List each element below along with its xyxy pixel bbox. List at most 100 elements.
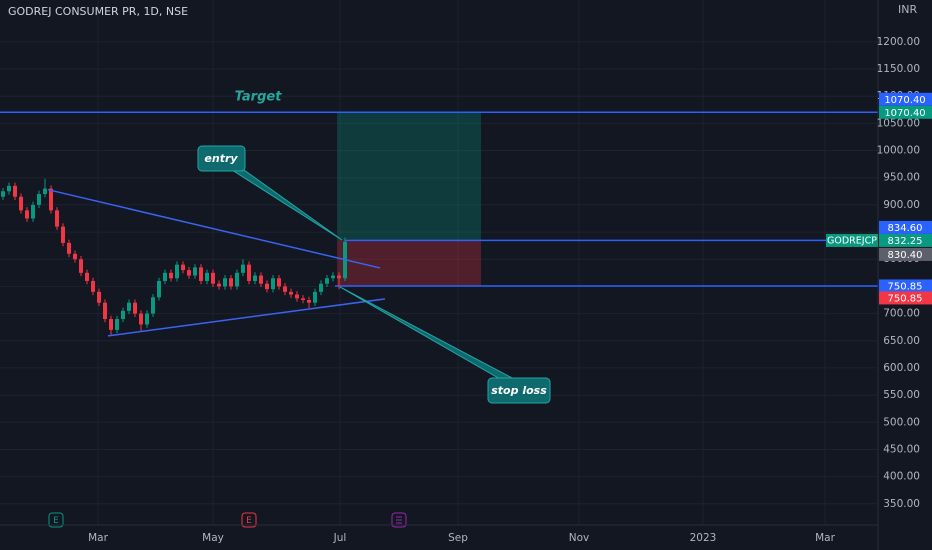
y-tick-label: 550.00: [883, 389, 920, 401]
x-tick-label: Jul: [333, 532, 347, 544]
candle-body: [319, 283, 323, 292]
y-tick-label: 1050.00: [877, 117, 920, 129]
candle-body: [217, 283, 221, 287]
chart-title: GODREJ CONSUMER PR, 1D, NSE: [8, 5, 188, 18]
y-tick-label: 600.00: [883, 362, 920, 374]
candle-body: [325, 278, 329, 284]
y-tick-label: 1200.00: [877, 36, 920, 48]
y-tick-label: 400.00: [883, 471, 920, 483]
candle-body: [331, 275, 335, 279]
split-icon-glyph: [396, 516, 402, 524]
candle-body: [91, 280, 95, 292]
candle-body: [127, 302, 131, 311]
candle-body: [307, 300, 311, 303]
stop-line-label: 750.85: [888, 281, 923, 292]
candle-body: [211, 272, 215, 284]
stop-price-label: 750.85: [888, 293, 923, 304]
candle-body: [295, 294, 299, 299]
candle-body: [55, 210, 59, 227]
candle-body: [235, 272, 239, 287]
y-tick-label: 350.00: [883, 498, 920, 510]
stop-label: stop loss: [491, 384, 547, 397]
candle-body: [337, 275, 341, 279]
symbol-tag-box: [826, 233, 878, 247]
candle-body: [199, 267, 203, 281]
y-tick-label: 1000.00: [877, 145, 920, 157]
candle-body: [205, 272, 209, 281]
candle-body: [115, 319, 119, 330]
x-tick-label: Nov: [569, 532, 590, 544]
x-tick-label: May: [202, 532, 224, 544]
y-tick-label: 950.00: [883, 172, 920, 184]
candle-body: [43, 188, 47, 195]
entry-price-label: 834.60: [888, 223, 923, 234]
event-icon[interactable]: [241, 512, 257, 528]
candle-body: [181, 264, 185, 271]
symbol-tag: GODREJCP: [827, 235, 877, 246]
stop-line-label-box: [879, 279, 932, 293]
candle-body: [289, 291, 293, 295]
candle-body: [67, 242, 71, 254]
candle-body: [277, 278, 281, 287]
candle-body: [283, 286, 287, 292]
candle-body: [193, 267, 197, 276]
candle-body: [121, 310, 125, 320]
event-icon[interactable]: [48, 512, 64, 528]
x-tick-label: Sep: [448, 532, 468, 544]
candle-body: [61, 226, 65, 243]
last-price-label-box: [879, 233, 932, 247]
target-line-label-box: [879, 92, 932, 106]
candle-body: [151, 297, 155, 314]
candle-body: [85, 272, 89, 281]
plot: [0, 111, 878, 337]
event-icon-label: E: [246, 516, 252, 526]
candle-body: [1, 191, 5, 197]
candle-body: [145, 313, 149, 325]
x-tick-label: Mar: [815, 532, 835, 544]
candle-body: [223, 278, 227, 287]
prev-close-label-box: [879, 247, 932, 261]
candle-body: [19, 196, 23, 211]
candle-body: [187, 270, 191, 276]
split-icon[interactable]: [391, 512, 407, 528]
candle-body: [175, 264, 179, 279]
y-tick-label: 450.00: [883, 443, 920, 455]
candle-body: [103, 302, 107, 320]
candle-body: [97, 291, 101, 303]
y-tick-label: 650.00: [883, 335, 920, 347]
target-line-label: 1070.40: [884, 95, 925, 106]
trendline: [107, 298, 386, 337]
candle-body: [265, 283, 269, 290]
entry-callout: [197, 145, 246, 172]
candle-body: [7, 185, 11, 192]
y-tick-label: 700.00: [883, 308, 920, 320]
candle-body: [313, 291, 317, 303]
entry-price-label-box: [879, 220, 932, 234]
target-label: Target: [235, 90, 283, 105]
y-tick-label: 1150.00: [877, 63, 920, 75]
candle-body: [37, 194, 41, 205]
candle-body: [301, 298, 305, 300]
currency: INR: [898, 3, 917, 16]
candle-body: [31, 204, 35, 219]
candle-body: [157, 280, 161, 298]
profit-zone: [337, 112, 481, 241]
candle-body: [133, 302, 137, 314]
candle-body: [229, 278, 233, 287]
candle-body: [271, 278, 275, 290]
event-icon-label: E: [53, 516, 59, 526]
y-tick-label: 900.00: [883, 199, 920, 211]
candle-body: [241, 264, 245, 273]
target-price-label-box: [879, 105, 932, 119]
candle-body: [139, 313, 143, 325]
y-tick-label: 500.00: [883, 416, 920, 428]
candle-body: [25, 210, 29, 219]
candle-body: [169, 272, 173, 279]
candle-body: [109, 319, 113, 330]
candle-body: [79, 259, 83, 273]
candle-body: [247, 264, 251, 281]
entry-label: entry: [204, 152, 238, 165]
stop-price-label-box: [879, 291, 932, 305]
candle-body: [13, 185, 17, 197]
